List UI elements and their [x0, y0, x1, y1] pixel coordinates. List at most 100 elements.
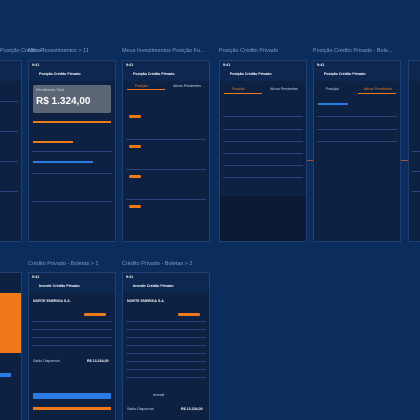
- ui-shape: [412, 151, 420, 152]
- header: [314, 61, 400, 81]
- ui-shape: [0, 191, 18, 192]
- ui-shape: [32, 173, 112, 174]
- balance-label: Saldo Disponível: [33, 359, 60, 363]
- ui-shape: [318, 103, 348, 105]
- ui-shape: [317, 129, 397, 130]
- ui-shape: [0, 131, 18, 132]
- ui-shape: [33, 407, 111, 410]
- ui-shape: [32, 345, 112, 346]
- phone-frame[interactable]: 9:41 Posição Crédito Privado Posição Ati…: [122, 60, 210, 242]
- ui-shape: [32, 337, 112, 338]
- tab[interactable]: Posição: [232, 87, 245, 91]
- ui-shape: [126, 353, 206, 354]
- ui-shape: [126, 199, 206, 200]
- summary-card: Rendimento Total R$ 1.324,00: [33, 85, 111, 113]
- ui-shape: [224, 93, 262, 94]
- issuer: NORTE ENERGIA S.A: [127, 299, 164, 303]
- frame-label[interactable]: Posição Crédito P...: [0, 48, 48, 54]
- ui-shape: [126, 337, 206, 338]
- frame-label[interactable]: Crédito Privado - Boletas > 2: [122, 261, 193, 267]
- ui-shape: [129, 145, 141, 148]
- ui-shape: [127, 89, 165, 90]
- tab[interactable]: Ativos Pendentes: [364, 87, 392, 91]
- ui-shape: [0, 293, 21, 353]
- ui-shape: [412, 191, 420, 192]
- ui-shape: [33, 121, 111, 123]
- phone-frame[interactable]: [0, 272, 22, 420]
- header: [409, 61, 420, 81]
- balance-value: R$ 13.234,00: [181, 407, 203, 411]
- header: [29, 61, 115, 81]
- button-label[interactable]: Investir: [153, 393, 165, 397]
- frame-label[interactable]: Crédito Privado - Boletas > 1: [28, 261, 99, 267]
- ui-shape: [126, 139, 206, 140]
- header: [123, 273, 209, 293]
- status-time: 9:41: [32, 63, 40, 67]
- header: [220, 61, 306, 81]
- ui-shape: [126, 369, 206, 370]
- phone-frame[interactable]: 9:41 Posição Crédito Privado Posição Ati…: [313, 60, 401, 242]
- ui-shape: [126, 329, 206, 330]
- ui-shape: [126, 361, 206, 362]
- frame-label[interactable]: Posição Crédito Privado - Bole...: [313, 48, 393, 54]
- issuer: NORTE ENERGIA S.A: [33, 299, 70, 303]
- screen-title: Posição Crédito Privado: [324, 72, 366, 76]
- phone-frame[interactable]: 9:41 Investir Crédito Privado NORTE ENER…: [28, 272, 116, 420]
- screen-title: Posição Crédito Privado: [230, 72, 272, 76]
- ui-shape: [412, 171, 420, 172]
- phone-frame[interactable]: [408, 60, 420, 242]
- ui-shape: [223, 141, 303, 142]
- status-time: 9:41: [223, 63, 231, 67]
- ui-shape: [317, 141, 397, 142]
- tab[interactable]: Ativos Pendentes: [270, 87, 298, 91]
- ui-shape: [129, 205, 141, 208]
- ui-shape: [126, 377, 206, 378]
- ui-shape: [126, 321, 206, 322]
- ui-shape: [32, 201, 112, 202]
- status-time: 9:41: [317, 63, 325, 67]
- tab[interactable]: Posição: [326, 87, 339, 91]
- screen-title: Posição Crédito Privado: [39, 72, 81, 76]
- status-time: 9:41: [126, 63, 134, 67]
- ui-shape: [33, 141, 73, 143]
- ui-shape: [317, 116, 397, 117]
- ui-shape: [84, 313, 106, 316]
- ui-shape: [0, 101, 18, 102]
- phone-frame[interactable]: 9:41 Posição Crédito Privado Rendimento …: [28, 60, 116, 242]
- frame-label[interactable]: Meus Investimentos > 11: [28, 48, 89, 54]
- label: Rendimento Total: [36, 88, 64, 92]
- ui-shape: [32, 329, 112, 330]
- ui-shape: [358, 93, 396, 94]
- ui-shape: [223, 177, 303, 178]
- tab[interactable]: Ativos Pendentes: [173, 84, 201, 88]
- ui-shape: [32, 151, 112, 152]
- ui-shape: [129, 175, 141, 178]
- ui-shape: [33, 393, 111, 399]
- screen-title: Investir Crédito Privado: [39, 284, 80, 288]
- ui-shape: [32, 321, 112, 322]
- ui-shape: [129, 115, 141, 118]
- header: [29, 273, 115, 293]
- frame-label[interactable]: Meus Investimentos Posição Fu...: [122, 48, 205, 54]
- screen-title: Posição Crédito Privado: [133, 72, 175, 76]
- phone-frame[interactable]: [0, 60, 22, 242]
- phone-frame[interactable]: 9:41 Posição Crédito Privado Posição Ati…: [219, 60, 307, 242]
- ui-shape: [0, 161, 18, 162]
- ui-shape: [223, 153, 303, 154]
- frame-label[interactable]: Posição Crédito Privado: [219, 48, 279, 54]
- header: [123, 61, 209, 81]
- phone-frame[interactable]: 9:41 Investir Crédito Privado NORTE ENER…: [122, 272, 210, 420]
- ui-shape: [33, 161, 93, 163]
- ui-shape: [223, 129, 303, 130]
- ui-shape: [126, 169, 206, 170]
- ui-shape: [178, 313, 200, 316]
- screen-title: Investir Crédito Privado: [133, 284, 174, 288]
- balance-label: Saldo Disponível: [127, 407, 154, 411]
- ui-shape: [223, 116, 303, 117]
- tab[interactable]: Posição: [135, 84, 148, 88]
- status-time: 9:41: [32, 275, 40, 279]
- status-time: 9:41: [126, 275, 134, 279]
- ui-shape: [220, 196, 306, 241]
- balance-value: R$ 13.234,00: [87, 359, 109, 363]
